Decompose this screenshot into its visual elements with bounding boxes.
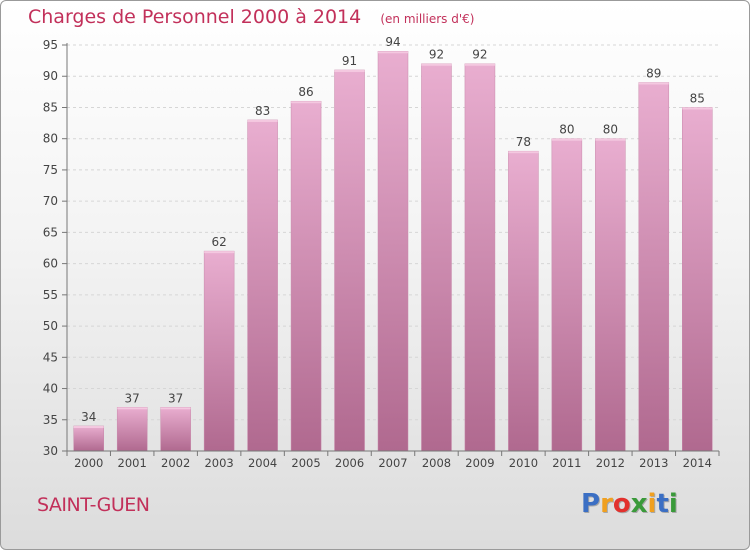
y-tick-label: 80: [43, 132, 58, 146]
bar-value-label: 80: [603, 123, 618, 137]
bar: [508, 150, 539, 452]
bar: [682, 107, 713, 452]
chart-bars: [73, 50, 713, 452]
bar-highlight: [73, 426, 104, 429]
bar-value-label: 62: [211, 235, 226, 249]
commune-name: SAINT-GUEN: [37, 494, 150, 516]
x-axis: 2000 2001 2002 2003 2004 2005 2006 2007 2008 2009…: [66, 450, 720, 470]
bar-highlight: [551, 138, 582, 141]
y-tick-label: 55: [43, 288, 58, 302]
bar-value-label: 34: [81, 410, 96, 424]
logo-letter: x: [630, 489, 648, 519]
bar-highlight: [638, 82, 669, 85]
bar-value-label: 37: [125, 391, 140, 405]
y-tick-label: 30: [43, 444, 58, 458]
x-tick-label: 2012: [596, 456, 625, 470]
x-tick-label: 2014: [683, 456, 712, 470]
logo-letter: r: [600, 489, 613, 519]
chart-data-labels: 34 37 37 62 83 86 91 94 92 92 78 80 80 89 85: [81, 35, 705, 424]
x-tick-label: 2008: [422, 456, 451, 470]
bar-highlight: [160, 407, 191, 410]
bar-value-label: 83: [255, 104, 270, 118]
x-tick-label: 2009: [465, 456, 494, 470]
bar-highlight: [464, 63, 495, 66]
bar: [203, 250, 235, 452]
bar-value-label: 80: [559, 123, 574, 137]
y-tick-label: 35: [43, 413, 58, 427]
bar-value-label: 78: [516, 135, 531, 149]
bar-highlight: [204, 251, 235, 254]
bar-highlight: [508, 151, 539, 154]
y-tick-label: 45: [43, 350, 58, 364]
x-tick-label: 2003: [204, 456, 233, 470]
x-tick-label: 2000: [74, 456, 103, 470]
bar: [247, 119, 278, 452]
bar: [116, 407, 148, 452]
y-tick-label: 50: [43, 319, 58, 333]
y-tick-label: 40: [43, 382, 58, 396]
x-tick-label: 2004: [248, 456, 277, 470]
bar: [638, 82, 670, 452]
logo-letter: P: [581, 489, 601, 519]
x-tick-label: 2011: [552, 456, 581, 470]
bar-highlight: [595, 138, 626, 141]
bar-value-label: 37: [168, 391, 183, 405]
bar-highlight: [117, 407, 148, 410]
logo-letter: i: [668, 489, 678, 519]
bar: [551, 138, 583, 452]
chart-title: Charges de Personnel 2000 à 2014: [28, 6, 362, 28]
logo-letter: i: [647, 489, 657, 519]
y-tick-label: 75: [43, 163, 58, 177]
y-tick-label: 90: [43, 69, 58, 83]
proxiti-logo: Proxiti: [581, 489, 678, 519]
y-tick-label: 60: [43, 257, 58, 271]
y-tick-label: 95: [43, 38, 58, 52]
bar: [160, 407, 191, 452]
bar: [290, 100, 322, 452]
bar: [73, 425, 104, 452]
logo-letter: t: [656, 489, 669, 519]
bar-value-label: 85: [690, 91, 705, 105]
x-tick-label: 2010: [509, 456, 538, 470]
y-tick-label: 85: [43, 100, 58, 114]
x-tick-label: 2013: [639, 456, 668, 470]
bar-highlight: [247, 119, 278, 122]
bar: [421, 63, 452, 452]
chart-title-block: Charges de Personnel 2000 à 2014 (en mil…: [28, 6, 474, 28]
bar-value-label: 94: [385, 35, 400, 49]
bar-highlight: [421, 63, 452, 66]
bar-value-label: 89: [646, 66, 661, 80]
bar-value-label: 92: [429, 48, 444, 62]
x-tick-label: 2002: [161, 456, 190, 470]
bar: [334, 69, 365, 452]
bar-value-label: 91: [342, 54, 357, 68]
y-axis: 30 35 40 45 50 55 60 65 70 75 80 85 90 95: [43, 38, 68, 458]
bar-highlight: [682, 107, 713, 110]
x-tick-label: 2006: [335, 456, 364, 470]
chart-unit-note: (en milliers d'€): [380, 12, 475, 26]
bar-highlight: [378, 51, 408, 54]
bar: [595, 138, 626, 452]
y-tick-label: 65: [43, 225, 58, 239]
x-tick-label: 2001: [118, 456, 147, 470]
x-tick-label: 2007: [378, 456, 407, 470]
logo-letter: o: [612, 489, 631, 519]
bar: [377, 50, 409, 452]
bar-value-label: 92: [472, 48, 487, 62]
bar: [464, 63, 496, 452]
bar-highlight: [291, 101, 322, 104]
bar-highlight: [334, 69, 365, 72]
y-tick-label: 70: [43, 194, 58, 208]
bar-value-label: 86: [298, 85, 313, 99]
x-tick-label: 2005: [291, 456, 320, 470]
